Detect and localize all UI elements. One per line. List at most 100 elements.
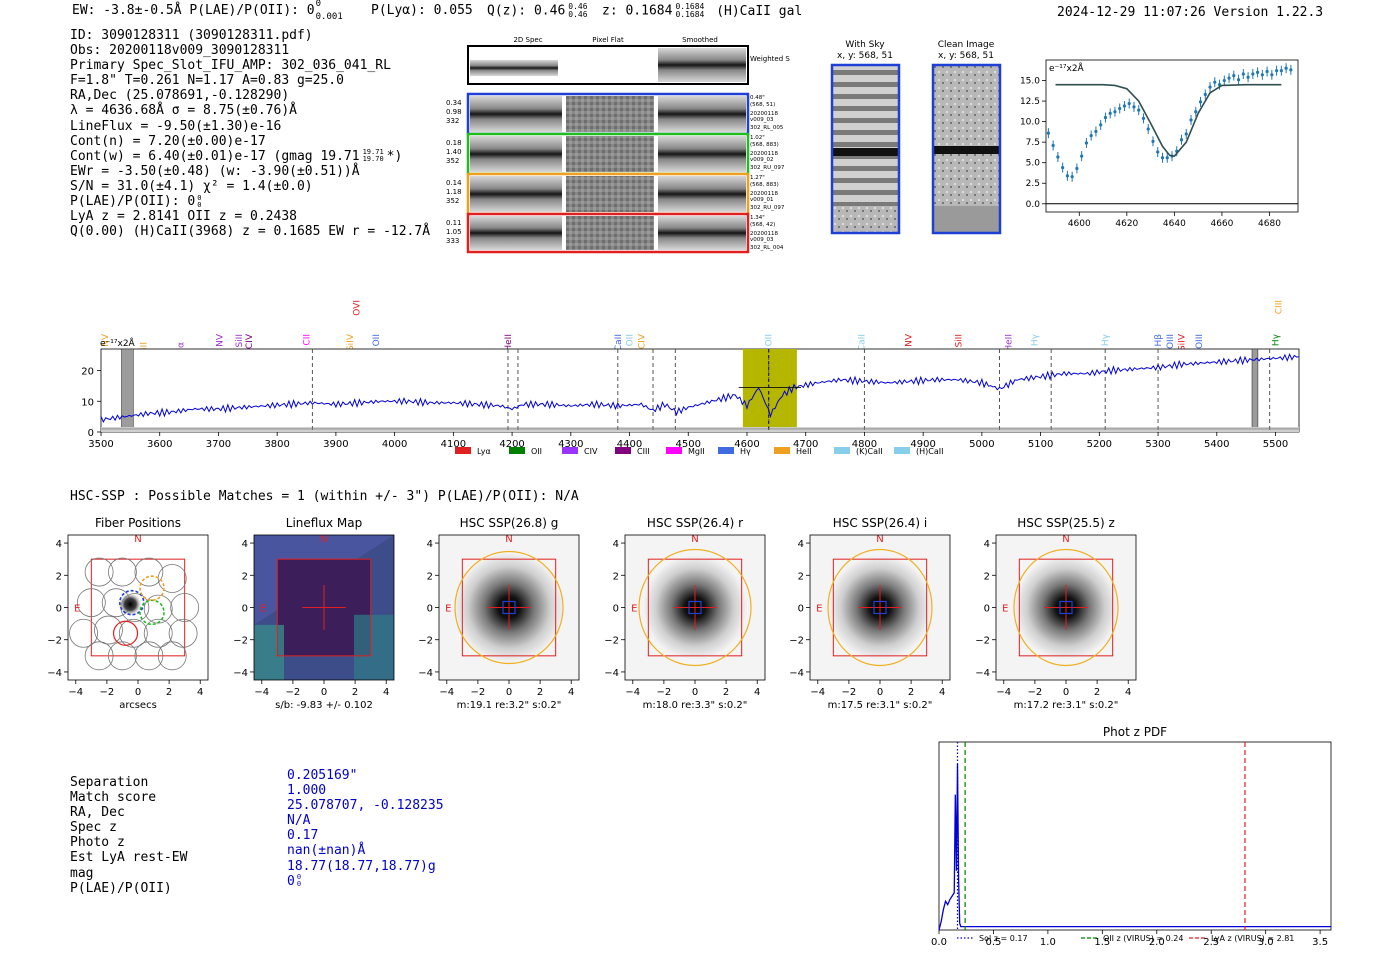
spec-legend-label: CIV [584, 447, 598, 456]
hsc-title: HSC-SSP : Possible Matches = 1 (within +… [70, 489, 579, 504]
spectrum-plot: NVSiIILyαNVSiIICIVCIISiIVOVIOIIHeII(K)Ca… [81, 300, 1300, 456]
info-line: Q(0.00) (H)CaII(3968) z = 0.1685 EW r = … [70, 224, 431, 240]
zoom-data-point [1236, 78, 1241, 82]
svg-text:333: 333 [446, 237, 459, 245]
svg-text:20200118: 20200118 [750, 231, 778, 237]
svg-text:20200118: 20200118 [750, 111, 778, 117]
zoom-data-point [1279, 69, 1283, 73]
spec-line-label: SiII [235, 334, 245, 348]
panel-y-tick: 4 [613, 539, 619, 550]
weighted-sum-label: Weighted Sum [750, 55, 790, 63]
header-plya: P(Lyα): 0.055 [371, 3, 473, 18]
lineflux-blob-right [354, 614, 394, 680]
panel-y-tick: −2 [233, 636, 248, 647]
spec-masked-region [1251, 348, 1259, 433]
zoom-y-tick: 0.0 [1026, 200, 1041, 210]
zoom-data-point [1156, 150, 1160, 154]
hsc-box [647, 558, 743, 657]
hsc-aperture [1013, 548, 1119, 667]
zoom-data-point [1061, 166, 1065, 170]
north-label: N [1062, 534, 1069, 545]
panel-y-tick: 2 [427, 571, 433, 582]
spec-curve [100, 352, 1300, 423]
panel-x-tick: −4 [68, 687, 83, 698]
zoom-data-point [1103, 115, 1108, 120]
panel-y-tick: −4 [233, 668, 248, 679]
hsc-center-box [688, 600, 702, 615]
spec-line-label: Hγ [1101, 333, 1111, 346]
image-panel-0: Fiber Positions N E −4 −2 0 2 4 4 2 0 −2 −4 arcsecs [47, 516, 209, 710]
spec-line-label: Hβ [1154, 334, 1164, 347]
panel-y-tick: −2 [975, 636, 990, 647]
fiber-circle [143, 618, 173, 648]
panel-x-tick: −2 [842, 687, 857, 698]
clean-image-title: Clean Image [938, 40, 995, 50]
spec-line-label: NV [216, 333, 226, 347]
zoom-x-tick: 4600 [1068, 219, 1091, 229]
spec-legend-label: Hγ [740, 447, 751, 456]
spec-x-tick: 5400 [1204, 439, 1229, 450]
cutout-row-0: 0.34 0.98 332 0.48" (568, 51) 20200118 v… [446, 92, 784, 136]
info-line: Obs: 20200118v009_3090128311 [70, 43, 290, 59]
pdf-title: Phot z PDF [1103, 725, 1167, 739]
zoom-data-point [1222, 78, 1226, 83]
spec-legend-swatch [562, 447, 578, 454]
spec-legend-label: (K)CaII [856, 447, 883, 456]
panel-x-tick: −4 [254, 687, 269, 698]
zoom-data-point [1080, 154, 1084, 158]
panel-y-tick: 2 [242, 571, 248, 582]
east-label: E [445, 604, 451, 615]
svg-text:1.27": 1.27" [750, 175, 765, 181]
zoom-data-point [1213, 80, 1217, 84]
zoom-data-point [1179, 138, 1184, 142]
zoom-data-point [1056, 155, 1060, 159]
north-label: N [691, 534, 698, 545]
col-header-smoothed: Smoothed [682, 36, 718, 44]
east-label: E [74, 604, 80, 615]
svg-text:302_RL_004: 302_RL_004 [750, 245, 784, 251]
info-line: Primary Spec_Slot_IFU_AMP: 302_036_041_R… [70, 58, 391, 74]
image-panels: Fiber Positions N E −4 −2 0 2 4 4 2 0 −2 −4 arcsecs Li… [47, 516, 1137, 710]
hsc-box [832, 558, 928, 657]
spec-line-label: CII [303, 334, 313, 346]
hsc-center-box [873, 600, 887, 615]
zoom-data-point [1137, 108, 1141, 112]
zoom-y-tick: 12.5 [1020, 97, 1040, 107]
svg-text:352: 352 [446, 197, 459, 205]
panel-y-tick: 4 [798, 539, 804, 550]
spec-line-label: CIV [245, 333, 255, 349]
spec-legend-swatch [894, 447, 910, 454]
panel-y-tick: −4 [418, 668, 433, 679]
svg-text:0.11: 0.11 [446, 219, 462, 227]
fiber-circle [157, 641, 187, 671]
panel-y-tick: 2 [56, 571, 62, 582]
svg-text:352: 352 [446, 157, 459, 165]
clean-image-coords: x, y: 568, 51 [938, 51, 994, 61]
zoom-data-point [1260, 73, 1264, 77]
panel-x-tick: −2 [657, 687, 672, 698]
north-label: N [876, 534, 883, 545]
spec-y-tick: 10 [81, 397, 94, 408]
panel-x-tick: 2 [1094, 687, 1100, 698]
with-sky-coords: x, y: 568, 51 [837, 51, 893, 61]
spec-line-label: CIII [1274, 300, 1284, 314]
svg-text:1.34": 1.34" [750, 215, 765, 221]
panel-y-tick: 2 [984, 571, 990, 582]
panel-x-tick: 2 [723, 687, 729, 698]
weighted-sum-smoothed [658, 48, 746, 82]
svg-text:0.18: 0.18 [446, 139, 462, 147]
fiber-circle [84, 557, 114, 587]
svg-text:302_RU_097: 302_RU_097 [750, 165, 785, 171]
panel-y-tick: −2 [418, 636, 433, 647]
hsc-box [461, 558, 557, 657]
zoom-y-tick: 7.5 [1026, 138, 1040, 148]
east-label: E [631, 604, 637, 615]
zoom-data-point [1108, 111, 1112, 116]
lineflux-region-upper [254, 535, 394, 625]
panel-y-tick: 2 [798, 571, 804, 582]
spec-legend-label: (H)CaII [916, 447, 943, 456]
zoom-data-point [1075, 166, 1079, 171]
zoom-data-point [1198, 100, 1203, 104]
